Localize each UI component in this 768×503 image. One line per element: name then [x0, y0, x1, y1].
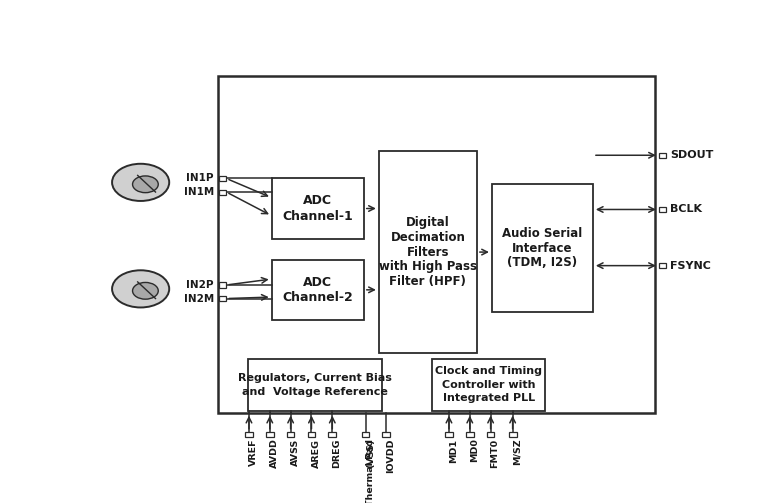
Bar	[659, 207, 667, 212]
Bar	[266, 432, 273, 437]
Bar	[432, 359, 545, 411]
Text: IOVDD: IOVDD	[386, 439, 395, 473]
Bar	[659, 153, 667, 158]
Circle shape	[133, 283, 158, 299]
Text: BCLK: BCLK	[670, 205, 702, 214]
Text: Decimation: Decimation	[390, 231, 465, 244]
Bar	[466, 432, 474, 437]
Text: (TDM, I2S): (TDM, I2S)	[508, 256, 578, 269]
Bar	[272, 260, 364, 320]
Text: MD0: MD0	[470, 439, 478, 462]
Bar	[219, 283, 227, 288]
Bar	[245, 432, 253, 437]
Text: AVDD: AVDD	[270, 439, 279, 468]
Bar	[286, 432, 294, 437]
Text: Channel-2: Channel-2	[283, 291, 353, 304]
Text: M/SZ: M/SZ	[513, 439, 521, 465]
Text: Integrated PLL: Integrated PLL	[443, 393, 535, 403]
Text: IN2P: IN2P	[187, 280, 214, 290]
Bar	[218, 76, 656, 413]
Text: SDOUT: SDOUT	[670, 150, 713, 160]
Bar	[379, 151, 477, 353]
Text: IN1M: IN1M	[184, 187, 214, 197]
Bar	[487, 432, 495, 437]
Text: ADC: ADC	[303, 276, 333, 289]
Bar	[329, 432, 336, 437]
Text: Controller with: Controller with	[442, 380, 535, 390]
Bar	[382, 432, 389, 437]
Bar	[362, 432, 369, 437]
Bar	[219, 296, 227, 301]
Text: DREG: DREG	[333, 439, 341, 468]
Text: Thermal Pad: Thermal Pad	[366, 439, 375, 503]
Bar	[508, 432, 517, 437]
Bar	[219, 190, 227, 195]
Text: Filters: Filters	[406, 245, 449, 259]
Bar	[248, 359, 382, 411]
Text: Interface: Interface	[512, 242, 573, 255]
Circle shape	[112, 270, 169, 307]
Text: AREG: AREG	[312, 439, 320, 468]
Text: Digital: Digital	[406, 216, 450, 229]
Text: with High Pass: with High Pass	[379, 260, 477, 273]
Text: Clock and Timing: Clock and Timing	[435, 366, 542, 376]
Text: IN1P: IN1P	[187, 174, 214, 184]
Bar	[659, 263, 667, 268]
Bar	[492, 184, 593, 312]
Text: AVSS: AVSS	[290, 439, 300, 466]
Text: Regulators, Current Bias: Regulators, Current Bias	[238, 373, 392, 383]
Text: MD1: MD1	[449, 439, 458, 463]
Text: Audio Serial: Audio Serial	[502, 227, 582, 240]
Circle shape	[112, 164, 169, 201]
Text: Channel-1: Channel-1	[283, 210, 353, 223]
Text: VREF: VREF	[249, 439, 258, 466]
Text: ADC: ADC	[303, 194, 333, 207]
Bar	[445, 432, 453, 437]
Bar	[219, 176, 227, 181]
Text: FMT0: FMT0	[491, 439, 500, 468]
Bar	[308, 432, 316, 437]
Circle shape	[133, 176, 158, 193]
Text: IN2M: IN2M	[184, 294, 214, 303]
Text: and  Voltage Reference: and Voltage Reference	[242, 387, 388, 396]
Bar	[272, 179, 364, 238]
Text: Filter (HPF): Filter (HPF)	[389, 275, 466, 288]
Text: FSYNC: FSYNC	[670, 261, 711, 271]
Text: (VSS): (VSS)	[366, 439, 375, 468]
